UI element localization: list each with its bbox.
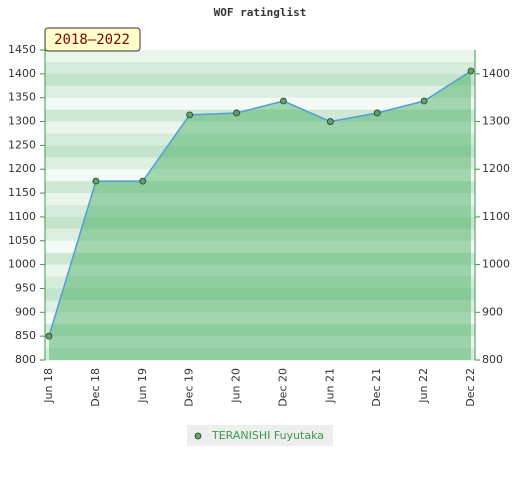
y-tick-label: 850 <box>15 329 36 342</box>
x-tick-label: Dec 19 <box>183 368 196 407</box>
point <box>45 332 53 340</box>
y-tick-label: 800 <box>15 353 36 366</box>
band <box>45 193 475 206</box>
y-tick-label: 1350 <box>8 91 36 104</box>
legend-box <box>187 425 333 446</box>
y-tick-label: 1000 <box>8 258 36 271</box>
band <box>45 73 475 87</box>
band <box>45 50 475 63</box>
y-tick-label: 950 <box>15 281 36 294</box>
point <box>326 118 334 125</box>
band <box>45 216 475 230</box>
background <box>45 50 475 361</box>
y-tick-label: 1150 <box>8 186 36 199</box>
legend-marker <box>194 432 202 440</box>
x-tick-label: Dec 18 <box>89 368 102 407</box>
x-tick-label: Dec 22 <box>464 368 477 407</box>
band <box>45 85 475 99</box>
y-tick-label: 1250 <box>8 138 36 151</box>
band <box>45 300 475 313</box>
y2-tick-label: 1100 <box>482 210 510 223</box>
y-tick-label: 1200 <box>8 162 36 175</box>
badge-box <box>44 27 141 52</box>
band <box>45 97 475 111</box>
band <box>45 276 475 289</box>
band <box>45 61 475 75</box>
line <box>48 70 472 337</box>
y-tick-label: 1050 <box>8 234 36 247</box>
badge: 2018–2022 <box>54 32 130 48</box>
band <box>45 133 475 146</box>
x-tick-label: Jun 18 <box>42 368 55 404</box>
y2-tick-label: 900 <box>482 305 503 318</box>
y-tick-label: 1300 <box>8 115 36 128</box>
band <box>45 228 475 242</box>
point <box>420 97 428 105</box>
x-tick-label: Dec 21 <box>370 368 383 407</box>
y-tick-label: 900 <box>15 305 36 318</box>
chart-title: WOF ratinglist <box>214 6 307 19</box>
plot <box>45 67 475 360</box>
point <box>373 109 381 117</box>
point <box>139 177 147 185</box>
band <box>45 121 475 134</box>
point <box>186 111 194 119</box>
band <box>45 264 475 278</box>
y-tick-label: 1400 <box>8 67 36 80</box>
x-tick-label: Jun 20 <box>230 368 243 404</box>
band <box>45 169 475 182</box>
y2-tick-label: 1400 <box>482 67 510 80</box>
y2-tick-label: 1000 <box>482 258 510 271</box>
band <box>45 252 475 266</box>
x-tick-label: Dec 20 <box>276 368 289 407</box>
point <box>467 67 475 75</box>
legend-label: TERANISHI Fuyutaka <box>211 429 324 442</box>
band <box>45 336 475 349</box>
band <box>45 312 475 325</box>
band <box>45 109 475 123</box>
x-tick-label: Jun 21 <box>323 368 336 404</box>
band <box>45 240 475 254</box>
band <box>45 205 475 218</box>
band <box>45 348 475 361</box>
band <box>45 145 475 158</box>
band <box>45 288 475 301</box>
x-tick-label: Jun 22 <box>417 368 430 404</box>
y-tick-label: 1450 <box>8 43 36 56</box>
y2-tick-label: 1200 <box>482 162 510 175</box>
x-tick-label: Jun 19 <box>136 368 149 404</box>
point <box>92 177 100 185</box>
y2-tick-label: 1300 <box>482 115 510 128</box>
y2-tick-label: 800 <box>482 353 503 366</box>
band <box>45 324 475 337</box>
y-tick-label: 1100 <box>8 210 36 223</box>
point <box>280 97 287 105</box>
band <box>45 181 475 194</box>
point <box>233 109 240 117</box>
area <box>49 70 471 360</box>
